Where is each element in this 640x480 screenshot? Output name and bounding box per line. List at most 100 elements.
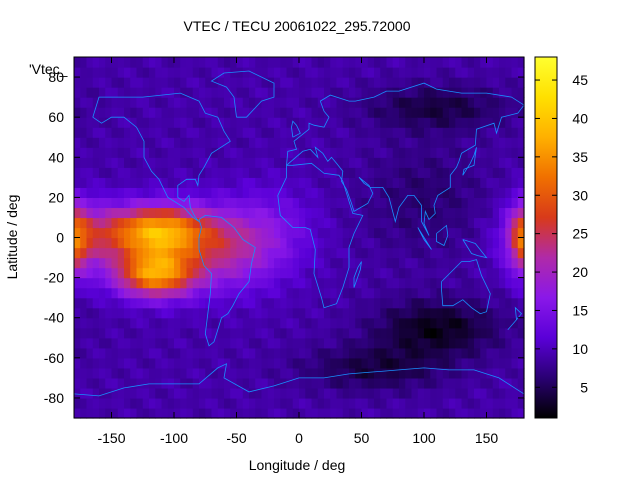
heat-cell [311,107,319,118]
heat-cell [286,147,294,158]
heat-cell [505,147,513,158]
heat-cell [386,87,394,98]
heat-cell [255,377,263,389]
heat-cell [92,317,100,329]
heat-cell [130,227,138,239]
heat-cell [349,287,356,299]
heat-cell [349,177,356,188]
heat-cell [249,257,256,269]
heat-cell [492,257,500,269]
heat-cell [499,57,506,68]
heat-cell [324,137,331,148]
heat-cell [467,317,475,329]
heat-cell [317,387,325,399]
heat-cell [442,187,450,198]
heat-cell [517,387,525,399]
heat-cell [86,367,94,379]
heat-cell [286,297,294,309]
heat-cell [311,147,319,158]
heat-cell [161,297,169,309]
heat-cell [261,87,269,98]
heat-cell [86,187,94,198]
heat-cell [224,117,231,128]
heat-cell [492,297,500,309]
heat-cell [474,237,481,249]
heat-cell [411,297,419,309]
heat-cell [430,367,438,379]
heat-cell [324,277,331,289]
heat-cell [186,137,194,148]
heat-cell [117,297,125,309]
heat-cell [161,187,169,198]
x-tick-label: 100 [412,430,436,446]
heat-cell [442,127,450,138]
heat-cell [117,77,125,88]
heat-cell [130,107,138,118]
heat-cell [436,317,444,329]
heat-cell [405,377,413,389]
heat-cell [136,127,144,138]
heat-cell [336,107,344,118]
heat-cell [192,367,200,379]
heat-cell [417,407,425,419]
heat-cell [474,267,481,279]
heat-cell [267,347,275,359]
heat-cell [374,327,381,339]
heat-cell [99,207,106,219]
coastlines [73,70,525,397]
heat-cell [311,287,319,299]
heat-cell [211,297,219,309]
heat-cell [180,107,188,118]
heat-cell [467,217,475,229]
heat-cell [80,307,88,319]
heat-cell [280,297,288,309]
heat-cell [374,397,381,409]
heat-cell [461,177,469,188]
heat-cell [261,347,269,359]
heat-cell [249,207,256,219]
heat-cell [92,107,100,118]
heat-cell [405,107,413,118]
heat-cell [311,317,319,329]
heat-cell [149,177,156,188]
heat-cell [149,307,156,319]
heat-cell [174,317,181,329]
heat-cell [167,107,175,118]
heat-cell [399,107,406,118]
heat-cell [442,147,450,158]
heat-cell [99,237,106,249]
heat-cell [86,217,94,229]
heat-cell [449,397,456,409]
heat-cell [424,317,431,329]
heat-cell [505,407,513,419]
heat-cell [405,407,413,419]
heat-cell [317,107,325,118]
heat-cell [480,97,488,108]
heat-cell [386,207,394,219]
heat-cell [261,257,269,269]
heat-cell [511,317,519,329]
heat-cell [499,327,506,339]
heat-cell [155,387,163,399]
heat-cell [349,327,356,339]
heat-cell [124,367,131,379]
heat-cell [180,207,188,219]
heat-cell [80,97,88,108]
heat-cell [305,87,313,98]
heat-cell [199,287,206,299]
heat-cell [405,277,413,289]
heat-cell [255,97,263,108]
heat-cell [505,257,513,269]
heat-cell [330,267,338,279]
heat-cell [292,157,300,168]
heat-cell [386,247,394,259]
heat-cell [486,187,494,198]
heat-cell [124,267,131,279]
x-tick-label: -150 [97,430,125,446]
heat-cell [186,77,194,88]
heat-cell [411,367,419,379]
heat-cell [324,147,331,158]
heat-cell [280,257,288,269]
heat-cell [336,297,344,309]
heat-cell [230,257,238,269]
